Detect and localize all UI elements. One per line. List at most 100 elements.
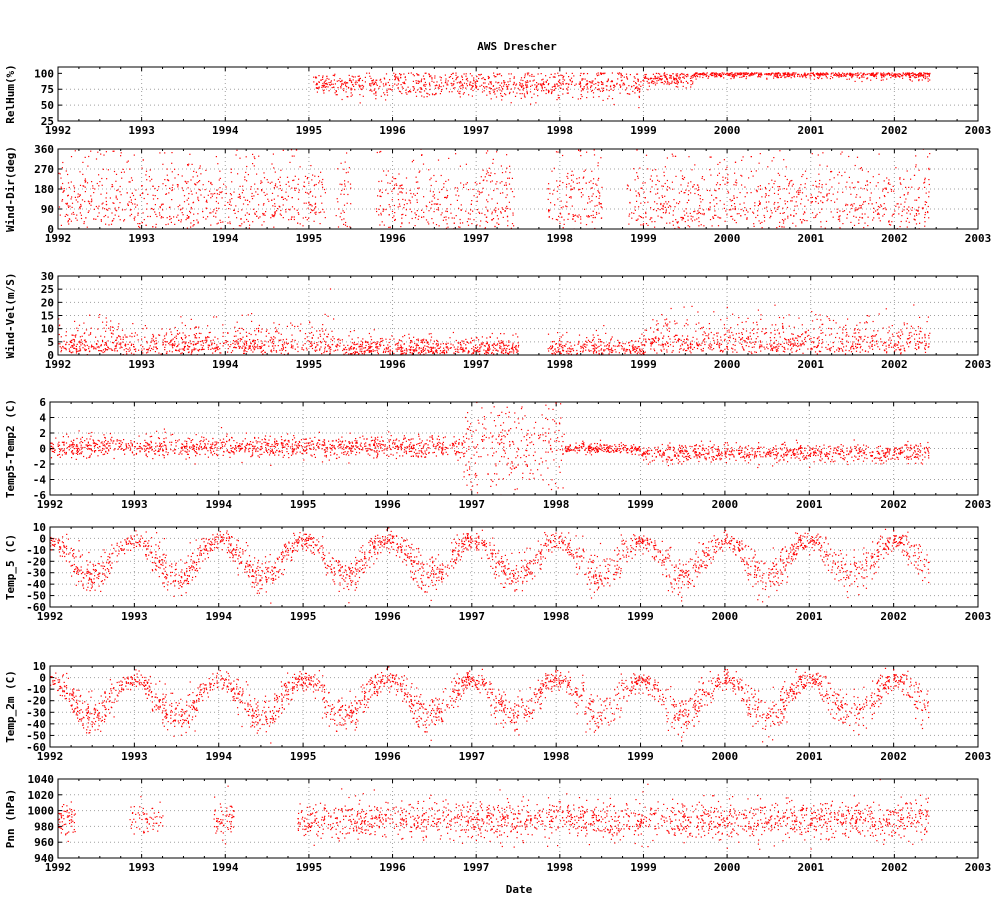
data-point — [325, 83, 326, 84]
data-point — [348, 172, 349, 173]
data-point — [455, 79, 456, 80]
data-point — [916, 77, 917, 78]
data-point — [355, 81, 356, 82]
data-point — [821, 333, 822, 334]
data-point — [570, 80, 571, 81]
data-point — [904, 206, 905, 207]
data-point — [827, 193, 828, 194]
data-point — [765, 187, 766, 188]
data-point — [697, 213, 698, 214]
data-point — [435, 203, 436, 204]
data-point — [817, 77, 818, 78]
data-point — [314, 212, 315, 213]
data-point — [840, 153, 841, 154]
data-point — [396, 85, 397, 86]
data-point — [285, 198, 286, 199]
data-point — [467, 80, 468, 81]
data-point — [778, 173, 779, 174]
data-point — [660, 203, 661, 204]
data-point — [512, 191, 513, 192]
data-point — [92, 188, 93, 189]
data-point — [556, 99, 557, 100]
data-point — [261, 182, 262, 183]
data-point — [348, 181, 349, 182]
data-point — [730, 216, 731, 217]
data-point — [382, 192, 383, 193]
data-point — [906, 213, 907, 214]
data-point — [821, 209, 822, 210]
data-point — [106, 151, 107, 152]
data-point — [340, 216, 341, 217]
data-point — [689, 226, 690, 227]
data-point — [552, 218, 553, 219]
data-point — [407, 203, 408, 204]
data-point — [591, 171, 592, 172]
data-point — [272, 342, 273, 343]
data-point — [535, 102, 536, 103]
data-point — [303, 186, 304, 187]
data-point — [916, 209, 917, 210]
data-point — [571, 345, 572, 346]
data-point — [664, 83, 665, 84]
data-point — [385, 84, 386, 85]
data-point — [577, 183, 578, 184]
data-point — [816, 186, 817, 187]
data-point — [837, 199, 838, 200]
data-point — [672, 182, 673, 183]
data-point — [590, 180, 591, 181]
data-point — [839, 210, 840, 211]
data-point — [101, 219, 102, 220]
data-point — [60, 173, 61, 174]
data-point — [629, 342, 630, 343]
data-point — [669, 331, 670, 332]
data-point — [484, 82, 485, 83]
data-point — [895, 76, 896, 77]
data-point — [343, 210, 344, 211]
data-point — [598, 178, 599, 179]
data-point — [900, 204, 901, 205]
data-point — [820, 192, 821, 193]
data-point — [757, 76, 758, 77]
data-point — [341, 83, 342, 84]
data-point — [827, 349, 828, 350]
data-point — [593, 339, 594, 340]
data-point — [929, 169, 930, 170]
data-point — [133, 195, 134, 196]
data-point — [487, 201, 488, 202]
data-point — [682, 74, 683, 75]
data-point — [635, 179, 636, 180]
data-point — [735, 208, 736, 209]
data-point — [925, 204, 926, 205]
data-point — [399, 188, 400, 189]
data-point — [96, 206, 97, 207]
data-point — [472, 211, 473, 212]
data-point — [887, 192, 888, 193]
data-point — [490, 172, 491, 173]
data-point — [452, 78, 453, 79]
data-point — [491, 88, 492, 89]
data-point — [128, 205, 129, 206]
data-point — [784, 227, 785, 228]
data-point — [258, 218, 259, 219]
data-point — [818, 191, 819, 192]
data-point — [817, 214, 818, 215]
data-point — [907, 218, 908, 219]
data-point — [310, 346, 311, 347]
data-point — [80, 344, 81, 345]
data-point — [440, 93, 441, 94]
data-point — [179, 333, 180, 334]
data-point — [687, 185, 688, 186]
data-point — [703, 209, 704, 210]
data-point — [178, 174, 179, 175]
data-point — [356, 348, 357, 349]
data-point — [647, 89, 648, 90]
data-point — [872, 74, 873, 75]
data-point — [193, 171, 194, 172]
data-point — [243, 190, 244, 191]
data-point — [410, 340, 411, 341]
data-point — [478, 339, 479, 340]
data-point — [671, 78, 672, 79]
data-point — [113, 151, 114, 152]
data-point — [571, 82, 572, 83]
data-point — [317, 92, 318, 93]
